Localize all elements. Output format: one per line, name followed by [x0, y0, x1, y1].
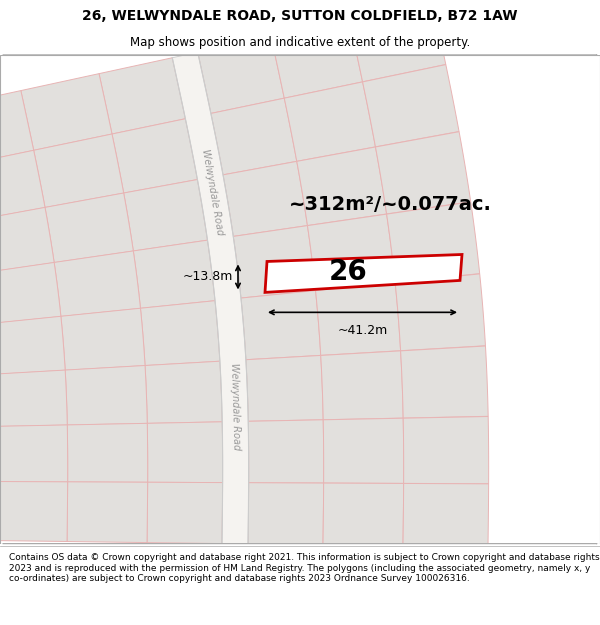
Text: 26: 26	[329, 258, 368, 286]
Polygon shape	[0, 481, 68, 541]
Polygon shape	[323, 418, 404, 483]
Polygon shape	[403, 416, 488, 484]
Polygon shape	[67, 423, 148, 483]
Text: Map shows position and indicative extent of the property.: Map shows position and indicative extent…	[130, 36, 470, 49]
Polygon shape	[0, 262, 61, 325]
Polygon shape	[271, 19, 362, 98]
Polygon shape	[233, 226, 316, 298]
Polygon shape	[133, 240, 215, 308]
Polygon shape	[248, 482, 323, 545]
Polygon shape	[45, 193, 133, 262]
Polygon shape	[316, 282, 401, 356]
Text: ~41.2m: ~41.2m	[337, 324, 388, 338]
Polygon shape	[223, 161, 307, 236]
Polygon shape	[246, 356, 323, 421]
Polygon shape	[172, 52, 248, 544]
Polygon shape	[198, 36, 284, 114]
Polygon shape	[362, 64, 459, 147]
Polygon shape	[67, 482, 148, 542]
Polygon shape	[140, 301, 220, 366]
Text: ~13.8m: ~13.8m	[182, 271, 233, 283]
Polygon shape	[349, 1, 446, 82]
Polygon shape	[147, 422, 223, 482]
Text: Contains OS data © Crown copyright and database right 2021. This information is : Contains OS data © Crown copyright and d…	[9, 554, 599, 583]
Polygon shape	[54, 251, 140, 316]
Text: Welwyndale Road: Welwyndale Road	[229, 363, 241, 451]
Polygon shape	[297, 147, 386, 226]
Polygon shape	[147, 482, 223, 544]
Text: 26, WELWYNDALE ROAD, SUTTON COLDFIELD, B72 1AW: 26, WELWYNDALE ROAD, SUTTON COLDFIELD, B…	[82, 9, 518, 24]
Polygon shape	[386, 202, 479, 282]
Polygon shape	[145, 361, 222, 423]
Polygon shape	[65, 366, 147, 425]
Polygon shape	[307, 214, 395, 291]
Text: ~312m²/~0.077ac.: ~312m²/~0.077ac.	[289, 195, 491, 214]
Polygon shape	[284, 82, 376, 161]
Polygon shape	[0, 425, 68, 482]
Polygon shape	[265, 254, 462, 292]
Text: Welwyndale Road: Welwyndale Road	[200, 148, 226, 236]
Polygon shape	[124, 179, 208, 251]
Polygon shape	[21, 74, 112, 151]
Polygon shape	[211, 98, 297, 175]
Polygon shape	[0, 91, 34, 168]
Polygon shape	[112, 119, 197, 193]
Polygon shape	[401, 346, 488, 418]
Polygon shape	[99, 58, 185, 134]
Polygon shape	[323, 483, 404, 546]
Polygon shape	[321, 351, 403, 420]
Polygon shape	[34, 134, 124, 208]
Polygon shape	[241, 291, 321, 360]
Polygon shape	[403, 484, 488, 547]
Polygon shape	[61, 308, 145, 370]
Polygon shape	[0, 208, 54, 275]
Polygon shape	[0, 370, 67, 427]
Polygon shape	[0, 316, 65, 375]
Polygon shape	[395, 274, 485, 351]
Polygon shape	[248, 420, 323, 483]
Polygon shape	[376, 132, 470, 214]
Polygon shape	[0, 150, 45, 223]
